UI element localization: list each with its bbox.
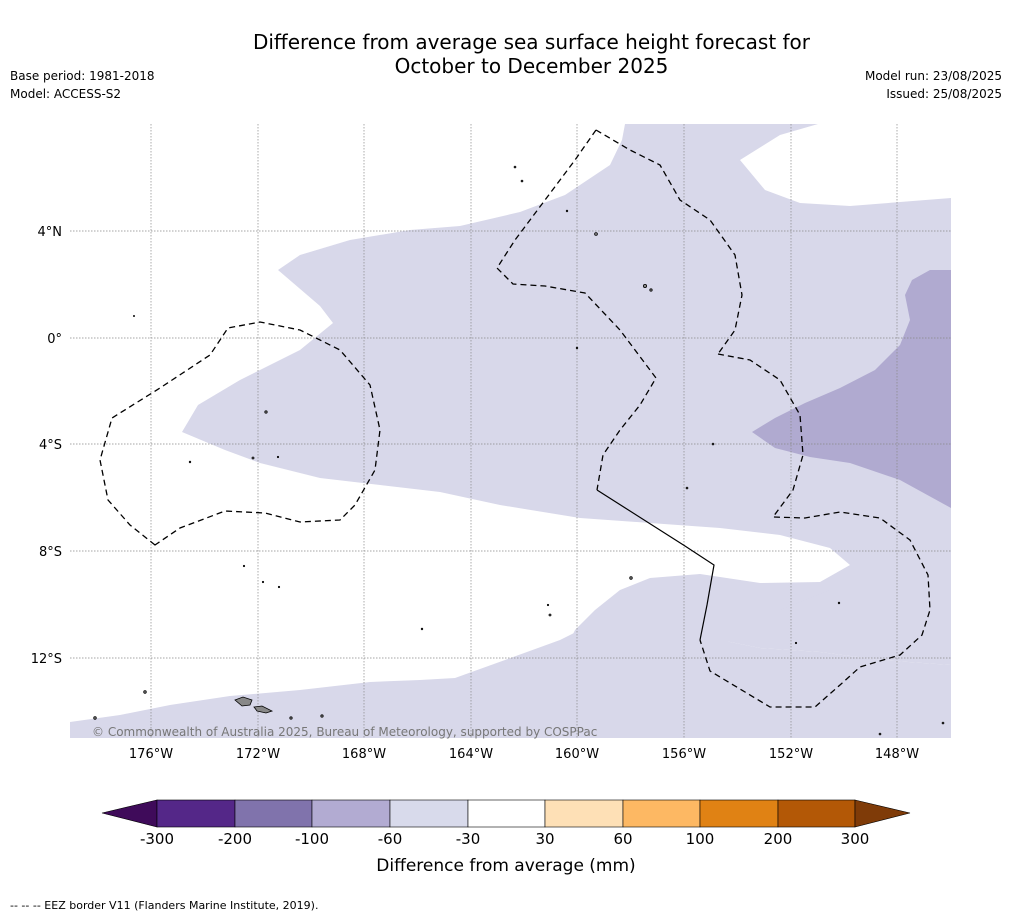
colorbar-tick-label: 300	[841, 830, 870, 848]
colorbar-tick-label: 30	[535, 830, 554, 848]
model-name: Model: ACCESS-S2	[10, 87, 122, 101]
colorbar-bin-6	[544, 799, 624, 828]
eez-footnote: -- -- -- EEZ border V11 (Flanders Marine…	[10, 899, 319, 912]
boundary-solid	[596, 489, 715, 641]
issued-date: Issued: 25/08/2025	[886, 87, 1002, 101]
eez-east	[699, 353, 931, 708]
eez-north	[595, 129, 743, 355]
colorbar-tick-label: -60	[378, 830, 403, 848]
map-title: Difference from average sea surface heig…	[0, 30, 1011, 78]
lat-label-4s: 4°S	[39, 438, 62, 453]
colorbar-bin-1	[156, 799, 236, 828]
colorbar-tick-label: -300	[140, 830, 174, 848]
colorbar-extend-high	[854, 799, 911, 828]
title-line-1: Difference from average sea surface heig…	[252, 30, 811, 54]
colorbar-bin-4	[389, 799, 469, 828]
colorbar-tick-label: -200	[218, 830, 252, 848]
lat-label-0: 0°	[47, 332, 62, 347]
colorbar-tick-label: 100	[686, 830, 715, 848]
colorbar-bin-3	[311, 799, 391, 828]
colorbar: -300 -200 -100 -60 -30 30 60 100 200 300…	[101, 799, 911, 876]
lon-label-168w: 168°W	[342, 747, 386, 762]
model-run-date: Model run: 23/08/2025	[864, 69, 1002, 83]
copyright-notice: © Commonwealth of Australia 2025, Bureau…	[92, 725, 597, 739]
colorbar-tick-label: -100	[295, 830, 329, 848]
lon-label-148w: 148°W	[875, 747, 919, 762]
colorbar-tick-label: 60	[613, 830, 632, 848]
anomaly-region-light-south	[70, 590, 951, 738]
lon-label-176w: 176°W	[129, 747, 173, 762]
map-area	[70, 124, 951, 738]
anomaly-region-mid	[752, 270, 951, 508]
latitude-labels: 4°N 0° 4°S 8°S 12°S	[31, 225, 62, 667]
lon-label-160w: 160°W	[555, 747, 599, 762]
longitude-labels: 176°W 172°W 168°W 164°W 160°W 156°W 152°…	[129, 747, 919, 762]
colorbar-bin-7	[622, 799, 701, 828]
base-period: Base period: 1981-2018	[10, 69, 155, 83]
colorbar-bin-9	[777, 799, 856, 828]
lon-label-172w: 172°W	[236, 747, 280, 762]
anomaly-region-light	[182, 124, 951, 676]
run-info: Model run: 23/08/2025 Issued: 25/08/2025	[865, 67, 1002, 103]
colorbar-title: Difference from average (mm)	[376, 856, 635, 876]
colorbar-bin-2	[234, 799, 313, 828]
islands	[93, 165, 945, 736]
colorbar-tick-label: 200	[764, 830, 793, 848]
title-line-2: October to December 2025	[394, 54, 669, 78]
lon-label-152w: 152°W	[769, 747, 813, 762]
island-samoa-west	[234, 696, 253, 707]
lat-label-8s: 8°S	[39, 545, 62, 560]
colorbar-tick-label: -30	[456, 830, 481, 848]
lat-label-4n: 4°N	[38, 225, 63, 240]
colorbar-extend-low	[101, 799, 158, 828]
graticule	[70, 124, 951, 738]
eez-west	[99, 321, 381, 546]
colorbar-bin-8	[699, 799, 779, 828]
eez-north-west	[496, 129, 657, 491]
colorbar-bin-5	[467, 799, 546, 828]
eez-borders	[99, 129, 931, 708]
anomaly-region-light-southeast	[720, 580, 951, 665]
lat-label-12s: 12°S	[31, 652, 62, 667]
base-info: Base period: 1981-2018 Model: ACCESS-S2	[10, 67, 155, 103]
island-samoa-east	[253, 705, 274, 714]
lon-label-164w: 164°W	[449, 747, 493, 762]
lon-label-156w: 156°W	[662, 747, 706, 762]
